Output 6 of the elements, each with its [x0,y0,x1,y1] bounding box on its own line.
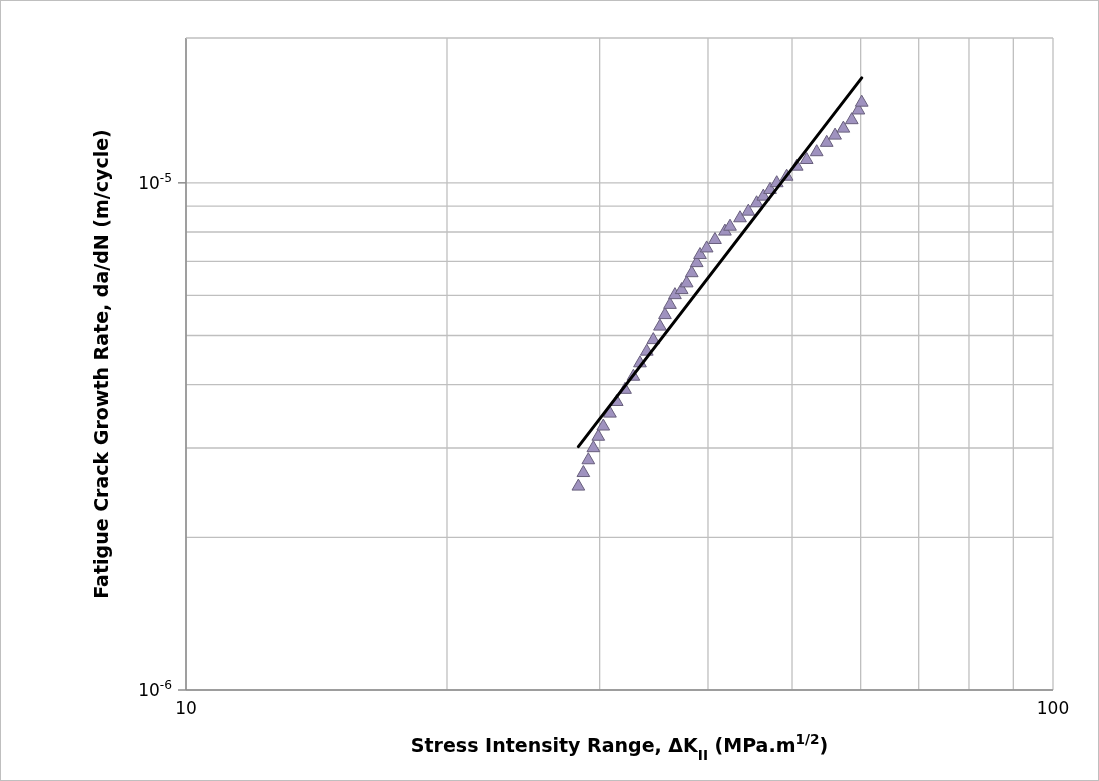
x-tick-label: 10 [175,698,197,718]
x-axis-title: Stress Intensity Range, ΔK$_{II}$ (MPa.m$^{1/2}$) [410,731,829,763]
y-tick-label: 10$^{-6}$ [138,678,173,700]
y-tick-label: 10$^{-5}$ [138,170,172,193]
y-axis-title: Fatigue Crack Growth Rate, da/dN (m/cycle) [90,129,112,599]
x-tick-label: 100 [1036,698,1070,718]
